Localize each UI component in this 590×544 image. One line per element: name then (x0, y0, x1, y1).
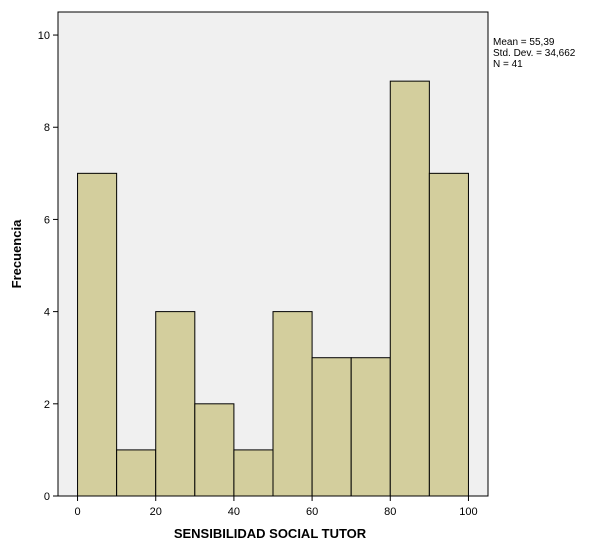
histogram-bar-90-100 (428, 172, 469, 497)
x-tick-label-80: 80 (384, 506, 396, 518)
histogram-bar-10-20 (116, 449, 157, 497)
histogram-bar-60-70 (311, 357, 352, 497)
histogram-bar-80-90 (389, 80, 430, 497)
x-axis: 0 20 40 60 80 100 (74, 496, 478, 518)
y-tick-label-10: 10 (38, 30, 50, 42)
y-axis-title: Frecuencia (9, 219, 24, 288)
histogram-bar-70-80 (350, 357, 391, 497)
y-tick-label-8: 8 (44, 122, 50, 134)
histogram-bar-50-60 (272, 311, 313, 497)
histogram-bar-30-40 (194, 403, 235, 497)
x-axis-title: SENSIBILIDAD SOCIAL TUTOR (174, 526, 367, 541)
x-tick-label-20: 20 (150, 506, 162, 518)
stat-n: N = 41 (493, 59, 523, 70)
histogram-bar-0-10 (77, 172, 118, 497)
stat-mean: Mean = 55,39 (493, 37, 555, 48)
y-tick-label-6: 6 (44, 214, 50, 226)
histogram-bar-20-30 (155, 311, 196, 497)
stat-std-dev: Std. Dev. = 34,662 (493, 48, 576, 59)
bars-group (77, 80, 469, 497)
y-axis: 0 2 4 6 8 10 (38, 30, 58, 503)
histogram-bar-40-50 (233, 449, 274, 497)
y-tick-label-0: 0 (44, 491, 50, 503)
y-tick-label-2: 2 (44, 399, 50, 411)
x-tick-label-0: 0 (74, 506, 80, 518)
x-tick-label-100: 100 (459, 506, 477, 518)
x-tick-label-40: 40 (228, 506, 240, 518)
y-tick-label-4: 4 (44, 307, 50, 319)
x-tick-label-60: 60 (306, 506, 318, 518)
